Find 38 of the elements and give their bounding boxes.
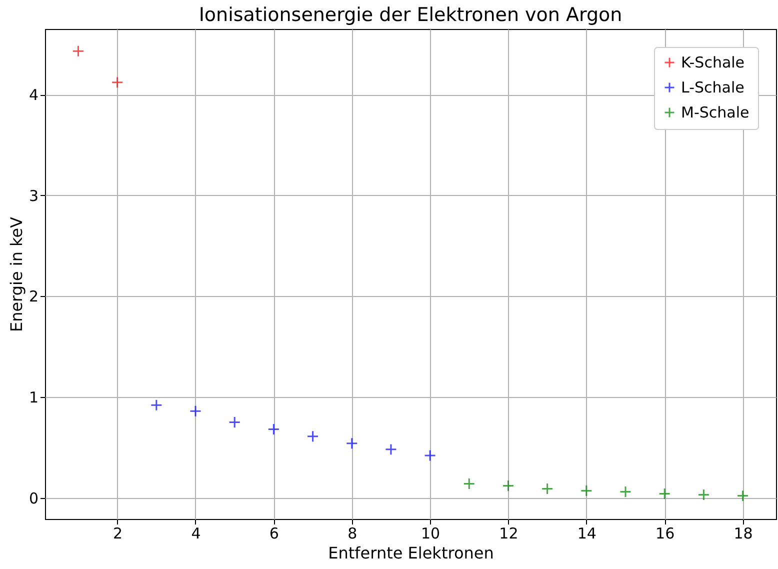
point (424, 449, 436, 462)
point (620, 486, 632, 498)
x-tick-label: 10 (421, 524, 440, 542)
x-tick-label: 16 (656, 524, 675, 542)
point (502, 480, 514, 492)
x-axis-title: Entfernte Elektronen (328, 544, 494, 562)
legend-label: K-Schale (681, 54, 745, 72)
y-tick-label: 0 (28, 489, 38, 508)
point (384, 443, 397, 456)
point (150, 399, 162, 412)
point (111, 76, 124, 88)
x-tick-label: 8 (348, 524, 358, 542)
x-tick-label: 2 (113, 524, 123, 542)
point (698, 488, 710, 501)
y-tick-label: 4 (28, 86, 38, 104)
y-tick-label: 2 (28, 288, 38, 306)
point (580, 484, 592, 497)
point (268, 423, 280, 436)
x-tick-label: 6 (269, 524, 279, 542)
y-tick-label: 1 (28, 388, 38, 407)
point (228, 416, 241, 428)
point (346, 437, 358, 450)
point (541, 482, 554, 495)
x-tick-label: 12 (499, 524, 518, 542)
legend-label: L-Schale (681, 78, 744, 96)
point (463, 478, 476, 490)
x-tick-label: 18 (734, 524, 753, 542)
point (658, 488, 671, 500)
x-tick-label: 14 (577, 524, 596, 542)
point (736, 490, 749, 502)
point (190, 405, 202, 418)
legend-label: M-Schale (681, 104, 750, 122)
y-axis-title: Energie in keV (6, 216, 26, 332)
point (72, 45, 84, 58)
point (306, 430, 319, 442)
chart-title: Ionisationsenergie der Elektronen von Argon (198, 4, 622, 26)
y-tick-label: 3 (28, 186, 38, 205)
x-tick-label: 4 (191, 524, 201, 542)
